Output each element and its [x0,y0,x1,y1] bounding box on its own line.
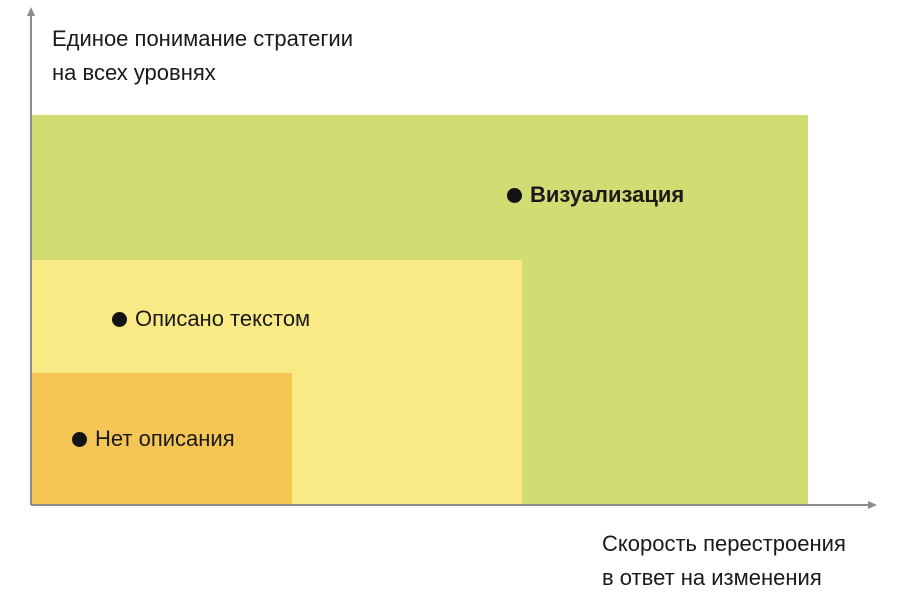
level-text-described: Описано текстом [112,305,310,333]
y-axis-arrow-icon [27,7,35,16]
level-visualization-label: Визуализация [530,182,685,207]
y-axis-label-line-2: на всех уровнях [52,60,216,85]
level-no-description-dot [72,431,87,447]
x-axis-arrow-icon [868,501,877,509]
y-axis-label-line-1: Единое понимание стратегии [52,26,353,51]
y-axis-label: Единое понимание стратегии на всех уровн… [52,22,353,90]
level-text-described-dot [112,311,127,327]
x-axis-label-line-2: в ответ на изменения [602,565,822,590]
level-text-described-label: Описано текстом [135,306,311,331]
level-no-description: Нет описания [72,425,235,453]
level-visualization-dot [507,187,522,203]
x-axis-label-line-1: Скорость перестроения [602,531,846,556]
x-axis-label: Скорость перестроения в ответ на изменен… [602,527,846,595]
level-no-description-label: Нет описания [95,426,235,451]
level-visualization: Визуализация [507,181,684,209]
